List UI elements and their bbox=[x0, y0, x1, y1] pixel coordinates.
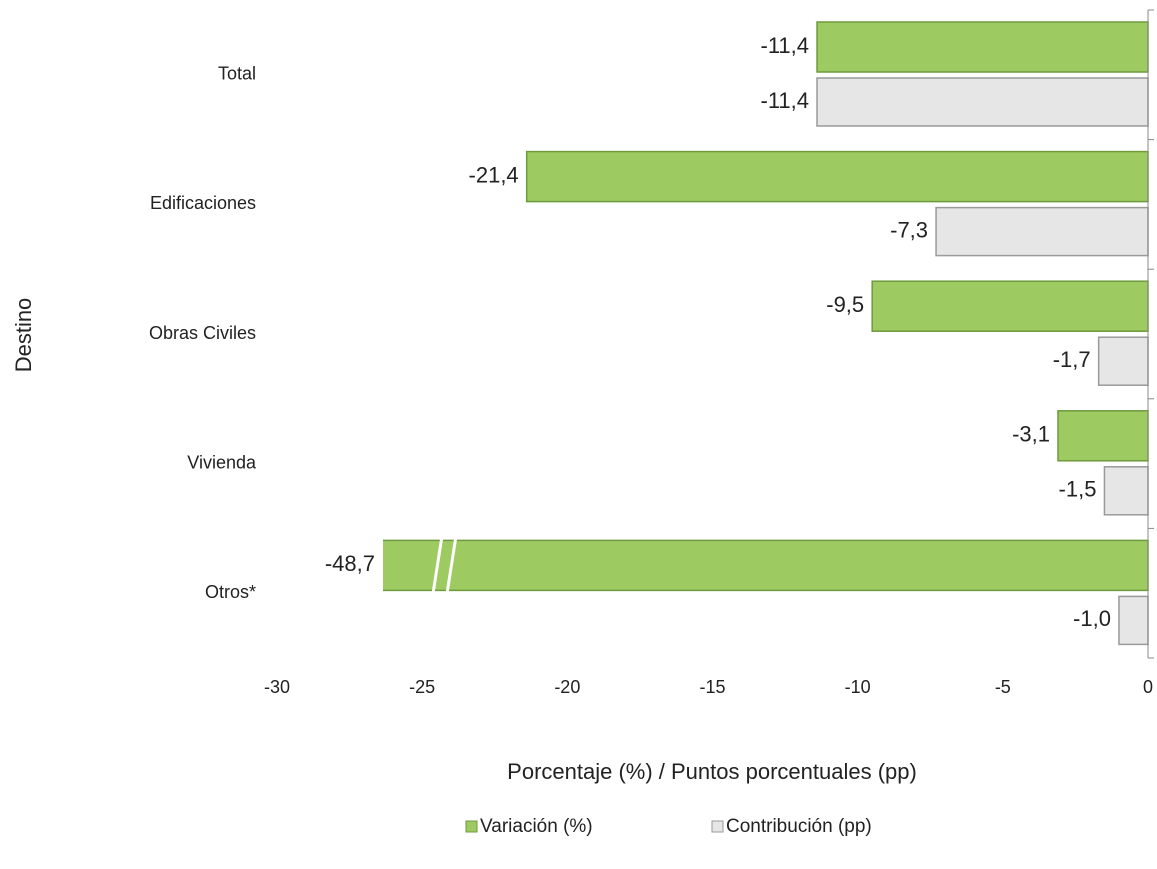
data-label: -1,5 bbox=[1059, 477, 1097, 502]
data-label: -3,1 bbox=[1012, 422, 1050, 447]
legend-label: Contribución (pp) bbox=[726, 816, 872, 837]
x-tick-label: -20 bbox=[554, 677, 580, 697]
y-tick-label: Obras Civiles bbox=[149, 323, 256, 343]
bar bbox=[935, 206, 1149, 257]
x-axis-title: Porcentaje (%) / Puntos porcentuales (pp… bbox=[507, 759, 917, 784]
y-tick-label: Otros* bbox=[205, 582, 256, 602]
break-mark bbox=[430, 535, 444, 601]
data-label: -7,3 bbox=[890, 217, 928, 242]
legend-label: Variación (%) bbox=[480, 816, 593, 837]
bar bbox=[1057, 410, 1149, 462]
x-tick-label: -5 bbox=[995, 677, 1011, 697]
bar bbox=[1118, 595, 1149, 646]
y-tick-label: Edificaciones bbox=[150, 193, 256, 213]
bar bbox=[816, 77, 1149, 127]
bar bbox=[383, 539, 1149, 592]
data-label: -1,7 bbox=[1053, 347, 1091, 372]
x-tick-label: -10 bbox=[845, 677, 871, 697]
data-label: -21,4 bbox=[469, 162, 519, 187]
bar bbox=[816, 21, 1149, 73]
y-axis-title: Destino bbox=[11, 298, 36, 373]
data-label: -11,4 bbox=[761, 88, 810, 113]
x-tick-label: -25 bbox=[409, 677, 435, 697]
legend-swatch bbox=[711, 820, 724, 833]
bar bbox=[1103, 466, 1149, 516]
y-tick-label: Total bbox=[218, 64, 256, 84]
bar bbox=[1097, 336, 1149, 386]
x-tick-label: -30 bbox=[264, 677, 290, 697]
data-label: -48,7 bbox=[325, 551, 375, 576]
axis-break bbox=[430, 535, 458, 601]
x-tick-label: 0 bbox=[1143, 677, 1153, 697]
bar bbox=[525, 150, 1149, 203]
break-mark bbox=[444, 535, 458, 601]
data-label: -9,5 bbox=[826, 292, 864, 317]
y-tick-label: Vivienda bbox=[187, 452, 257, 472]
legend-swatch bbox=[465, 820, 478, 833]
bar bbox=[871, 280, 1149, 332]
data-label: -1,0 bbox=[1073, 606, 1111, 631]
data-label: -11,4 bbox=[761, 33, 810, 58]
x-tick-label: -15 bbox=[699, 677, 725, 697]
